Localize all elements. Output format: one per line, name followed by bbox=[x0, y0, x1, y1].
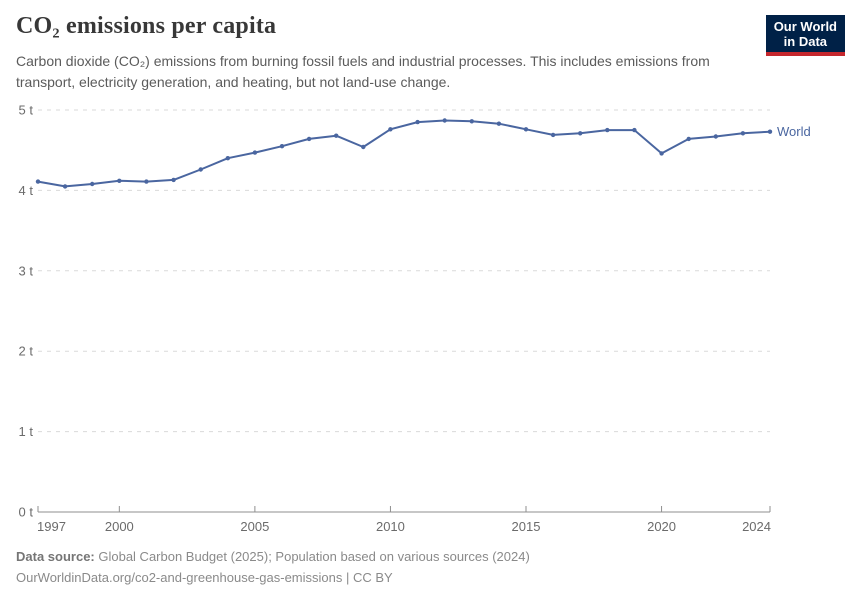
x-axis-tick-label: 2020 bbox=[647, 519, 676, 534]
series-world[interactable]: World bbox=[35, 118, 811, 189]
data-point[interactable] bbox=[713, 134, 718, 139]
y-grid: 0 t 1 t 2 t 3 t 4 t 5 t bbox=[19, 103, 770, 520]
data-point[interactable] bbox=[442, 118, 447, 123]
data-point[interactable] bbox=[605, 127, 610, 133]
data-point[interactable] bbox=[171, 177, 176, 183]
data-point[interactable] bbox=[388, 127, 393, 132]
data-point[interactable] bbox=[117, 178, 122, 183]
data-point[interactable] bbox=[361, 144, 366, 150]
data-source-text: Global Carbon Budget (2025); Population … bbox=[94, 549, 530, 564]
data-point[interactable] bbox=[632, 127, 637, 133]
page-title: CO₂ emissions per capita bbox=[16, 13, 277, 39]
data-point[interactable] bbox=[578, 131, 583, 136]
data-point[interactable] bbox=[740, 131, 746, 136]
data-point[interactable] bbox=[279, 144, 285, 149]
citation-line: OurWorldinData.org/co2-and-greenhouse-ga… bbox=[16, 570, 393, 585]
data-point[interactable] bbox=[469, 119, 474, 124]
owid-logo-line2: in Data bbox=[783, 34, 828, 49]
x-axis-tick-label: 2005 bbox=[240, 519, 269, 534]
x-axis: 1997 2000 2005 2010 2015 2020 2024 bbox=[37, 506, 771, 534]
data-point[interactable] bbox=[334, 133, 339, 138]
line-chart: 0 t 1 t 2 t 3 t 4 t 5 t 1997 2000 2005 2010 2015 20… bbox=[19, 103, 811, 535]
chart-footer: Data source: Global Carbon Budget (2025)… bbox=[16, 546, 530, 588]
x-axis-tick-label: 2010 bbox=[376, 519, 405, 534]
series-label-world[interactable]: World bbox=[777, 124, 811, 139]
y-axis-tick-label: 3 t bbox=[19, 263, 34, 278]
data-point[interactable] bbox=[198, 167, 203, 172]
x-axis-tick-label: 2000 bbox=[105, 519, 134, 534]
data-point[interactable] bbox=[496, 121, 502, 126]
data-point[interactable] bbox=[306, 136, 312, 142]
data-point[interactable] bbox=[659, 151, 664, 156]
data-point[interactable] bbox=[550, 132, 556, 138]
y-axis-tick-label: 0 t bbox=[19, 505, 34, 520]
data-source-line: Data source: Global Carbon Budget (2025)… bbox=[16, 546, 530, 567]
owid-logo[interactable]: Our World in Data bbox=[765, 15, 845, 56]
data-point[interactable] bbox=[35, 179, 41, 184]
series-line[interactable] bbox=[37, 119, 771, 188]
data-point[interactable] bbox=[90, 181, 95, 187]
y-axis-tick-label: 4 t bbox=[19, 183, 34, 198]
y-axis-tick-label: 5 t bbox=[19, 103, 34, 118]
y-axis-tick-label: 2 t bbox=[19, 344, 34, 359]
data-point[interactable] bbox=[767, 129, 773, 134]
data-point[interactable] bbox=[686, 136, 691, 142]
data-point[interactable] bbox=[415, 119, 420, 125]
data-point[interactable] bbox=[62, 184, 68, 189]
data-point[interactable] bbox=[523, 127, 529, 132]
data-point[interactable] bbox=[252, 150, 258, 155]
owid-logo-line1: Our World bbox=[773, 19, 837, 34]
data-source-label: Data source: bbox=[16, 549, 95, 564]
data-point[interactable] bbox=[225, 156, 230, 161]
chart-subtitle: Carbon dioxide (CO₂) emissions from burn… bbox=[16, 53, 710, 90]
y-axis-tick-label: 1 t bbox=[19, 424, 34, 439]
x-axis-tick-label: 1997 bbox=[37, 519, 66, 534]
x-axis-tick-label: 2015 bbox=[512, 519, 541, 534]
x-axis-tick-label: 2024 bbox=[742, 519, 771, 534]
data-point[interactable] bbox=[144, 179, 149, 184]
